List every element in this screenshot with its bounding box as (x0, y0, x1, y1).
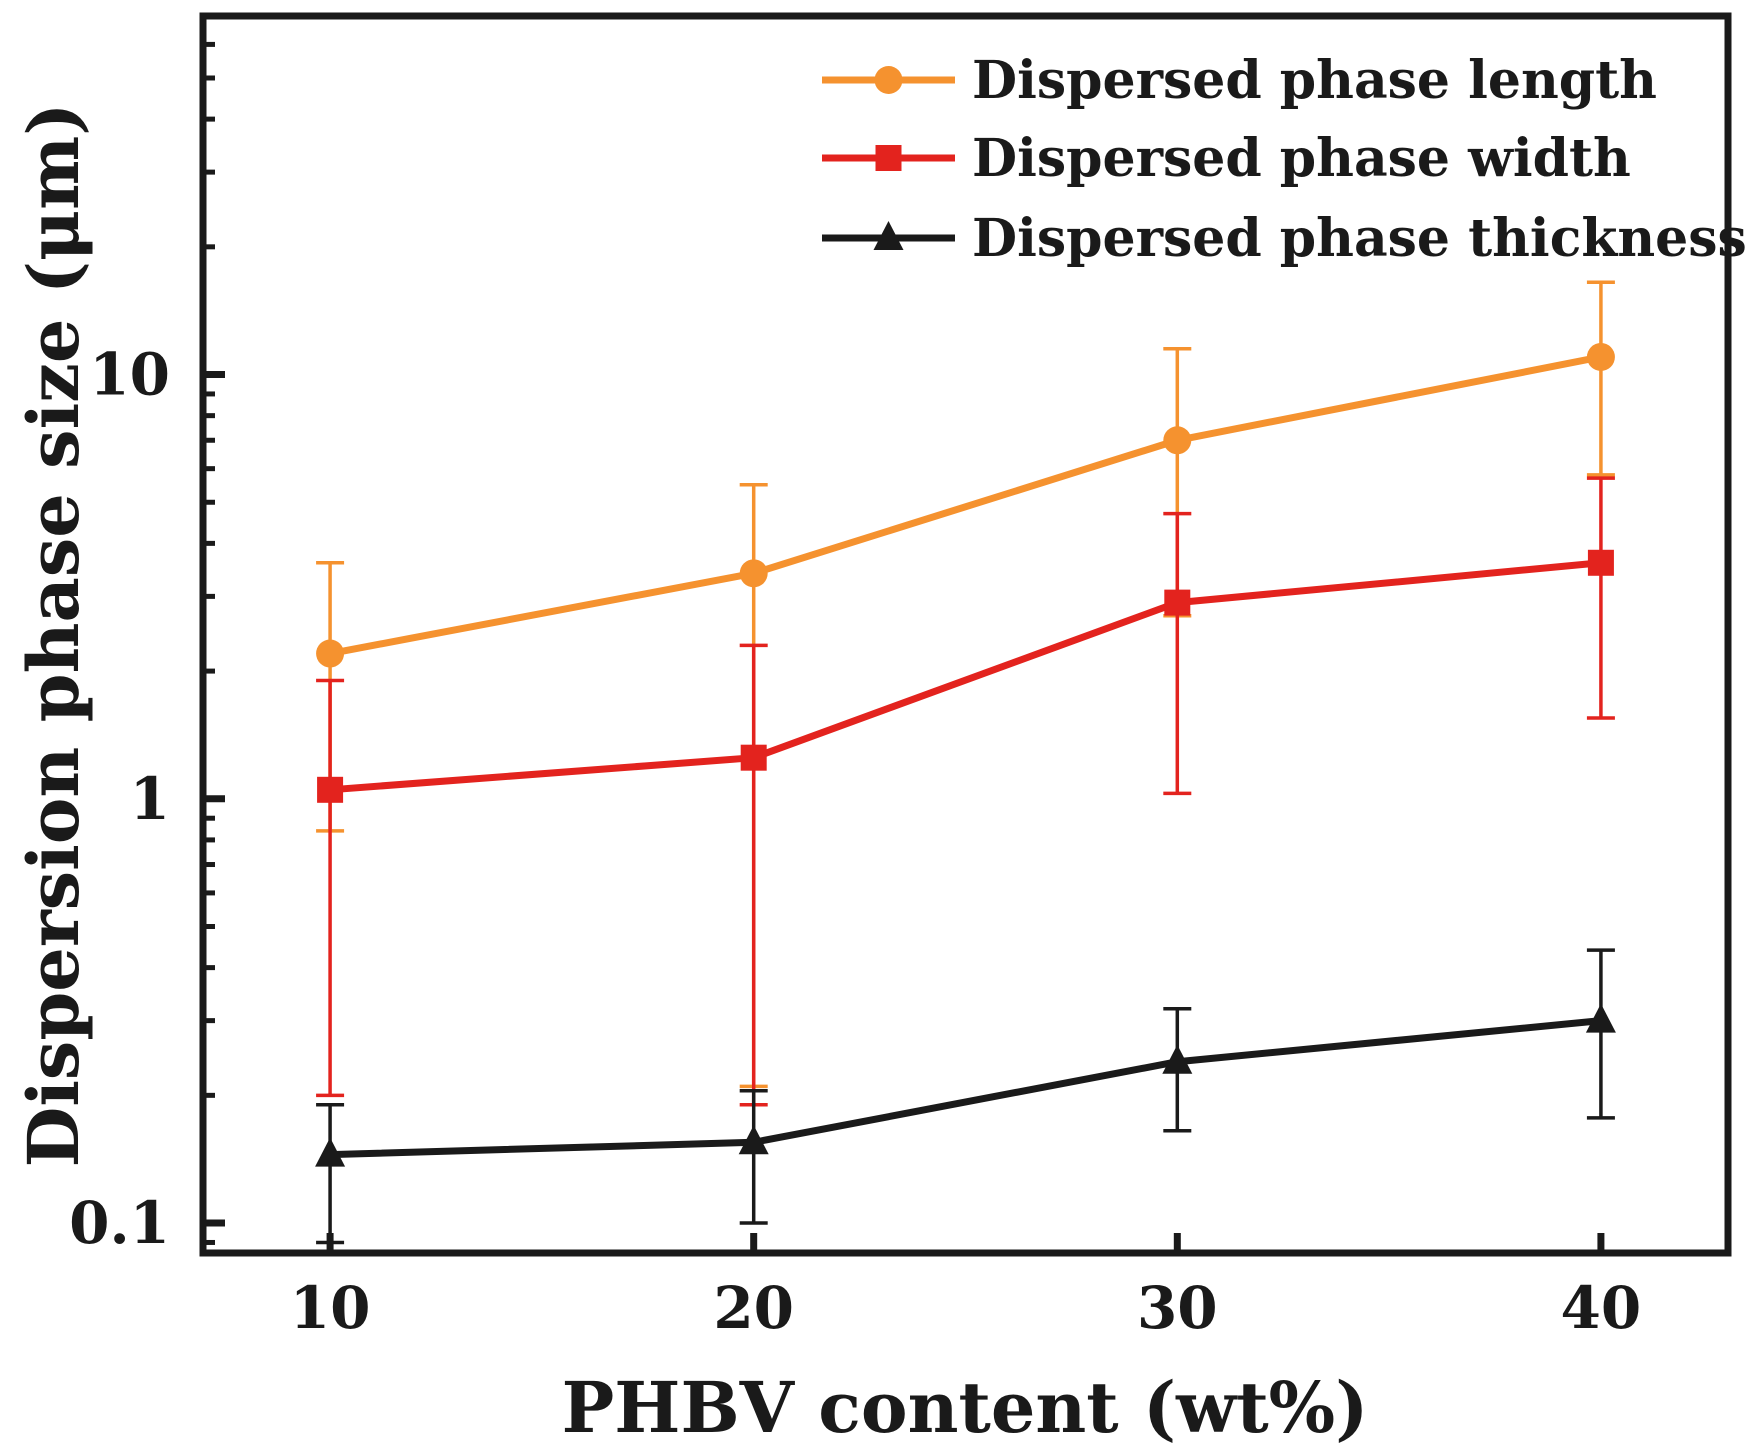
legend-marker (875, 145, 902, 171)
data-point (1163, 426, 1192, 455)
y-axis-ticks: 0.1 1 10 (69, 41, 225, 1257)
data-point (738, 1125, 769, 1155)
data-point (1585, 1003, 1616, 1033)
x-tick-label: 30 (1137, 1274, 1218, 1342)
data-point (316, 639, 345, 668)
legend-label: Dispersed phase thickness (972, 208, 1747, 269)
series-1 (316, 280, 1615, 1089)
x-tick-label: 40 (1561, 1274, 1642, 1342)
data-point (315, 1137, 346, 1167)
legend-label: Dispersed phase width (972, 128, 1631, 189)
series-line (329, 1017, 1602, 1159)
series-line (329, 559, 1602, 794)
data-point (1164, 589, 1191, 616)
legend: Dispersed phase length Dispersed phase wi… (822, 50, 1747, 269)
y-axis-title: Dispersion phase size (μm) (12, 103, 95, 1168)
legend-label: Dispersed phase length (972, 50, 1657, 111)
x-axis-ticks: 10 20 30 40 (290, 1233, 1642, 1342)
data-point (317, 776, 344, 803)
data-point (1586, 342, 1615, 371)
data-point (1162, 1044, 1193, 1074)
x-axis-title: PHBV content (wt%) (562, 1366, 1369, 1449)
data-point (1587, 549, 1614, 576)
x-tick-label: 20 (713, 1274, 794, 1342)
legend-marker (873, 221, 904, 250)
x-tick-label: 10 (290, 1274, 371, 1342)
series-line (329, 353, 1602, 657)
legend-marker (874, 66, 903, 94)
plot-content (315, 280, 1616, 1245)
data-point (739, 559, 768, 588)
series-2 (316, 476, 1615, 1107)
series-3 (315, 948, 1616, 1245)
y-tick-label: 0.1 (69, 1189, 170, 1257)
data-point (740, 744, 767, 771)
plot-frame (199, 12, 1732, 1257)
y-tick-label: 1 (130, 765, 170, 833)
y-tick-label: 10 (89, 341, 170, 409)
